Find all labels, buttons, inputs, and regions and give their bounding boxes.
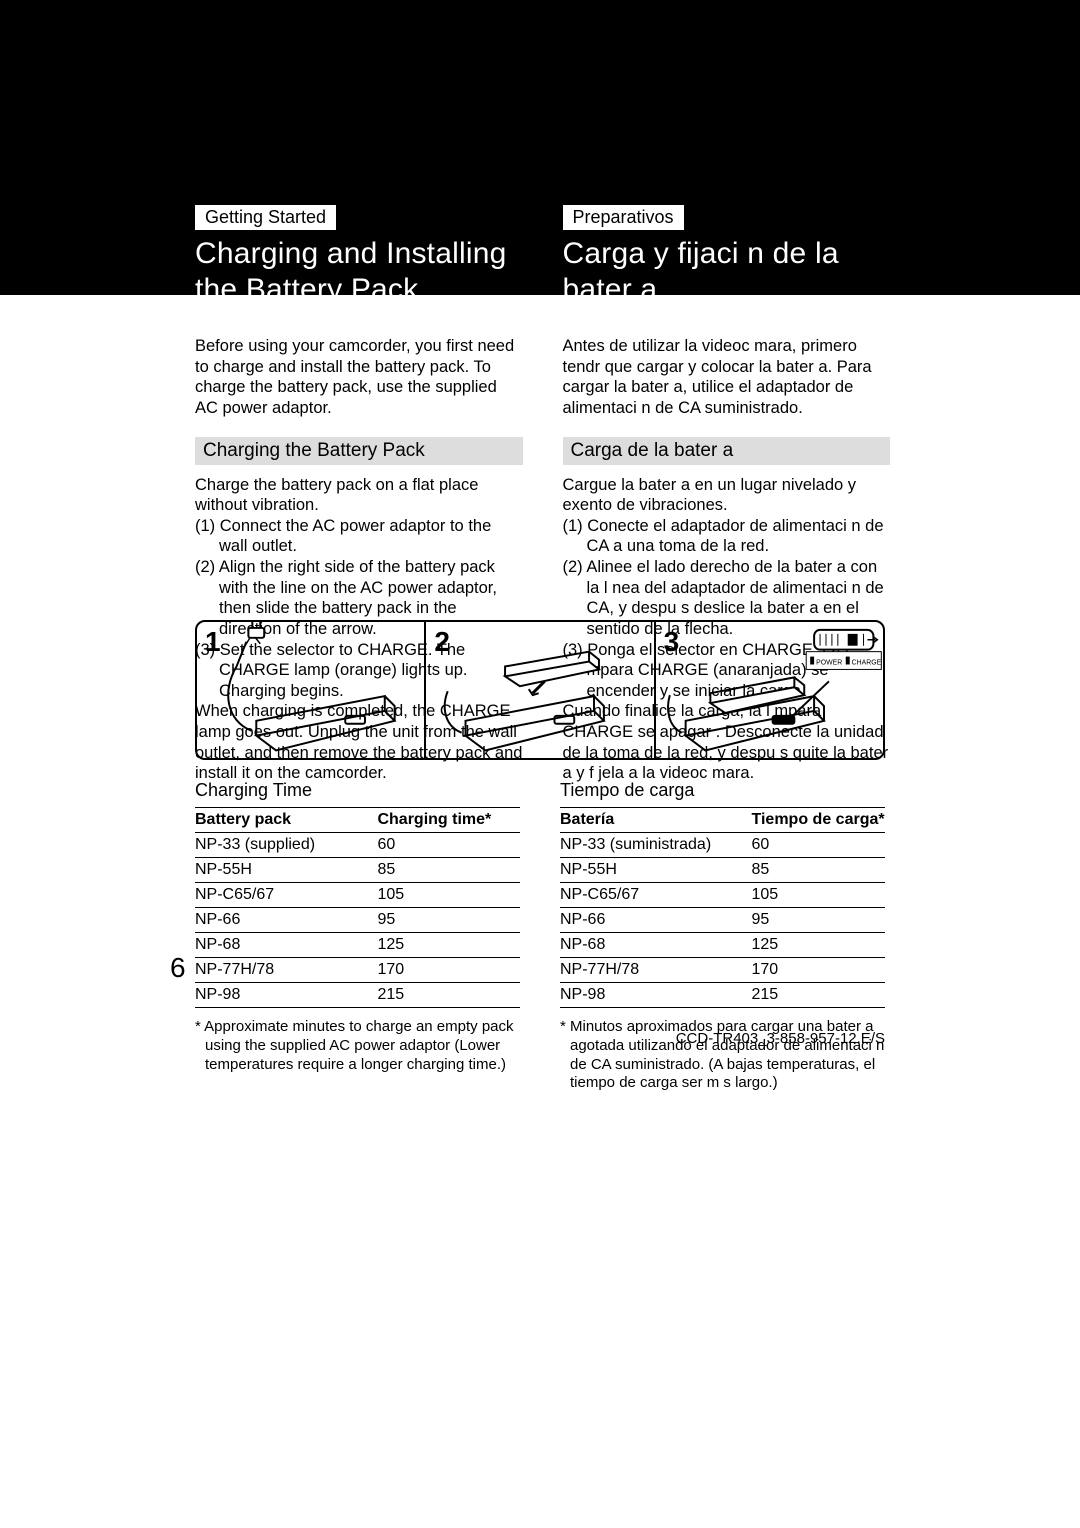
table-row: NP-55H85	[195, 858, 520, 883]
table-body-en: NP-33 (supplied)60NP-55H85NP-C65/67105NP…	[195, 833, 520, 1008]
table-row: NP-55H85	[560, 858, 885, 883]
footnote-en: * Approximate minutes to charge an empty…	[195, 1018, 520, 1074]
step-1: 1	[197, 622, 424, 758]
step-2: 2	[424, 622, 653, 758]
table-en: Charging Time Battery pack Charging time…	[195, 780, 520, 1093]
charging-table-en: Battery pack Charging time* NP-33 (suppl…	[195, 807, 520, 1008]
table-row: NP-77H/78170	[195, 958, 520, 983]
table-row: NP-77H/78170	[560, 958, 885, 983]
subhead-es: Carga de la bater a	[563, 437, 891, 465]
table-row: NP-33 (supplied)60	[195, 833, 520, 858]
table-row: NP-C65/67105	[560, 883, 885, 908]
step2-illustration	[426, 622, 653, 760]
table-row: NP-6695	[195, 908, 520, 933]
table-row: NP-98215	[195, 983, 520, 1008]
step1-illustration	[197, 622, 424, 760]
table-row: NP-C65/67105	[195, 883, 520, 908]
table-row: NP-98215	[560, 983, 885, 1008]
section-tag-es: Preparativos	[563, 205, 684, 230]
step-diagram: 1 2	[195, 620, 885, 760]
subhead-en: Charging the Battery Pack	[195, 437, 523, 465]
charge-label: CHARGE	[851, 659, 881, 666]
table-row: NP-33 (suministrada)60	[560, 833, 885, 858]
section-tag-en: Getting Started	[195, 205, 336, 230]
footer-code: CCD-TR403_3-858-957-12.E/S	[676, 1030, 885, 1047]
table-row: NP-68125	[560, 933, 885, 958]
step3-illustration: POWER CHARGE	[656, 622, 883, 760]
table-row: NP-68125	[195, 933, 520, 958]
heading-en: Charging and Installing the Battery Pack	[195, 236, 523, 308]
intro-es: Antes de utilizar la videoc mara, primer…	[563, 336, 891, 419]
intro-en: Before using your camcorder, you first n…	[195, 336, 523, 419]
page-number: 6	[170, 952, 186, 984]
charging-table-es: Batería Tiempo de carga* NP-33 (suminist…	[560, 807, 885, 1008]
power-label: POWER	[816, 659, 842, 666]
table-row: NP-6695	[560, 908, 885, 933]
table-body-es: NP-33 (suministrada)60NP-55H85NP-C65/671…	[560, 833, 885, 1008]
step-3: 3	[654, 622, 883, 758]
heading-es: Carga y fijaci n de la bater a	[563, 236, 891, 308]
